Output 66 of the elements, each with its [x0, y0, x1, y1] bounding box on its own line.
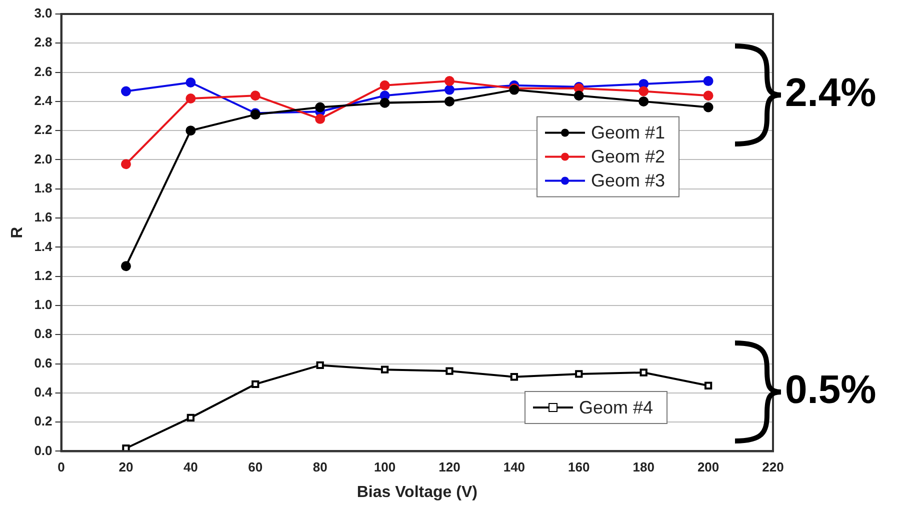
x-tick-label: 100	[374, 460, 396, 475]
x-tick-label: 140	[503, 460, 526, 475]
point	[315, 102, 326, 112]
y-axis-title: R	[9, 226, 26, 238]
point	[120, 86, 131, 96]
x-tick-label: 180	[632, 460, 654, 475]
text: 0.5%	[785, 368, 876, 414]
point	[640, 368, 648, 376]
point	[380, 98, 390, 108]
point	[186, 94, 196, 104]
point	[575, 370, 583, 378]
point	[186, 414, 195, 422]
x-tick-label: 120	[438, 460, 460, 475]
point	[704, 382, 712, 390]
point	[250, 90, 260, 101]
point	[315, 114, 326, 124]
y-tick-label: 1.6	[34, 210, 52, 225]
y-tick-label: 2.4	[34, 93, 54, 108]
point	[252, 380, 260, 388]
y-tick-label: 2.0	[34, 151, 52, 166]
point	[703, 102, 714, 112]
x-tick-label: 40	[183, 460, 198, 475]
point	[444, 84, 454, 95]
y-tick-label: 3.0	[34, 6, 52, 21]
y-tick-label: 0.2	[34, 414, 52, 429]
point	[446, 367, 454, 375]
point	[380, 80, 390, 90]
point	[120, 261, 131, 272]
legend-label: Geom #2	[591, 146, 666, 167]
point	[120, 159, 131, 170]
y-tick-label: 1.2	[34, 268, 52, 283]
point	[703, 76, 714, 86]
x-tick-label: 80	[312, 460, 328, 475]
text: 2.4%	[785, 70, 876, 116]
x-tick-label: 20	[118, 460, 134, 475]
y-tick-label: 0.0	[34, 442, 52, 458]
x-axis-title: Bias Voltage (V)	[356, 484, 478, 501]
point	[444, 76, 454, 86]
point	[122, 444, 130, 452]
y-tick-label: 0.8	[34, 326, 52, 342]
y-tick-label: 2.8	[34, 34, 52, 50]
y-tick-label: 0.4	[34, 384, 54, 400]
y-tick-label: 1.8	[34, 180, 52, 196]
point	[510, 373, 518, 381]
x-tick-label: 160	[568, 460, 590, 475]
y-tick-label: 2.6	[34, 64, 52, 79]
legend-label: Geom #1	[591, 122, 666, 143]
x-tick-label: 220	[762, 460, 784, 475]
legend-label: Geom #4	[579, 397, 654, 418]
y-tick-label: 1.4	[34, 238, 54, 254]
point	[703, 90, 714, 101]
y-tick-label: 0.6	[34, 355, 52, 370]
point	[638, 86, 649, 96]
point	[638, 96, 649, 106]
y-tick-label: 2.2	[34, 122, 52, 138]
point	[574, 90, 584, 101]
y-tick-label: 1.0	[34, 297, 52, 312]
point	[316, 361, 324, 370]
point	[380, 366, 389, 374]
legend-label: Geom #3	[591, 170, 666, 191]
point	[186, 77, 196, 88]
x-tick-label: 60	[248, 460, 263, 475]
point	[186, 126, 196, 136]
point	[444, 96, 454, 106]
x-tick-label: 0	[58, 460, 65, 475]
x-tick-label: 200	[697, 460, 720, 475]
